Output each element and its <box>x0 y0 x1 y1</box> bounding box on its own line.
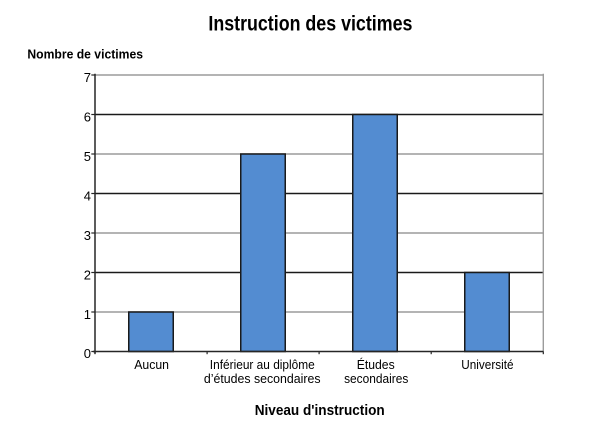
svg-text:d’études secondaires: d’études secondaires <box>204 371 321 386</box>
svg-text:Instruction des victimes: Instruction des victimes <box>208 13 412 36</box>
svg-text:7: 7 <box>84 70 91 85</box>
svg-text:secondaires: secondaires <box>344 371 409 386</box>
svg-text:6: 6 <box>84 110 91 125</box>
svg-text:3: 3 <box>84 228 91 243</box>
svg-text:0: 0 <box>84 346 91 361</box>
svg-text:Université: Université <box>461 357 513 372</box>
svg-text:1: 1 <box>84 307 91 322</box>
svg-text:2: 2 <box>84 268 91 283</box>
svg-text:Études: Études <box>357 357 395 372</box>
svg-text:Niveau d'instruction: Niveau d'instruction <box>255 402 385 419</box>
svg-text:5: 5 <box>84 149 91 164</box>
svg-text:Nombre de victimes: Nombre de victimes <box>27 47 143 61</box>
svg-text:Inférieur au diplôme: Inférieur au diplôme <box>210 357 315 372</box>
svg-text:Aucun: Aucun <box>134 357 169 372</box>
svg-text:4: 4 <box>84 189 91 204</box>
